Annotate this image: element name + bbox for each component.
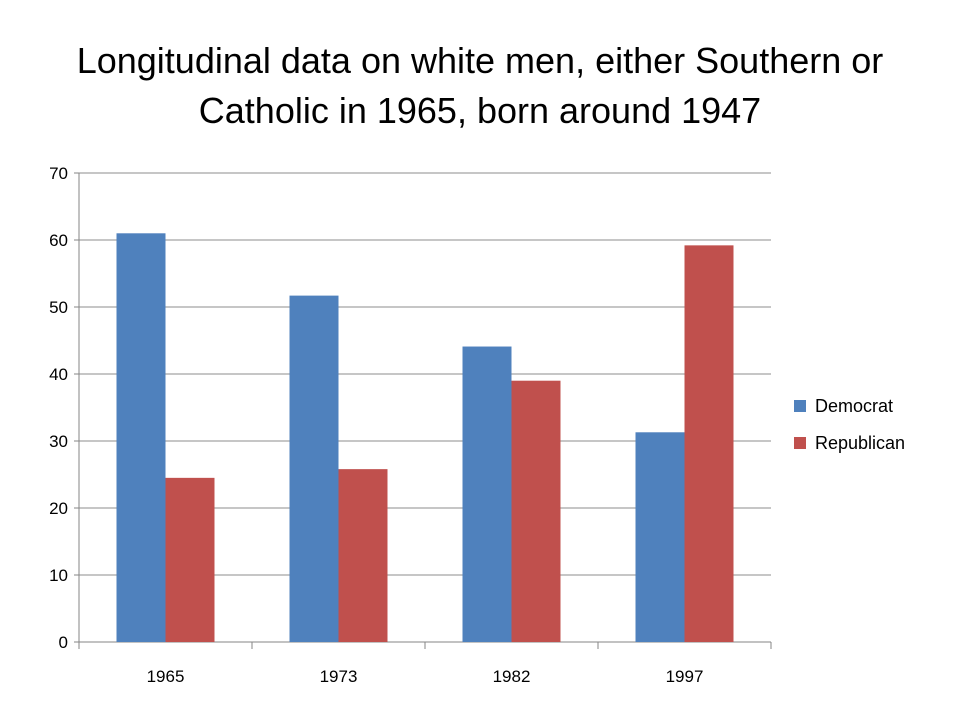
bar-republican-1965 <box>165 477 215 642</box>
bar-democrat-1965 <box>116 233 166 643</box>
y-tick-label-60: 60 <box>49 231 68 250</box>
legend-label-democrat: Democrat <box>815 396 893 416</box>
y-tick-label-70: 70 <box>49 164 68 183</box>
legend-swatch-republican <box>794 437 806 449</box>
x-tick-label-1965: 1965 <box>147 667 185 686</box>
bar-republican-1997 <box>684 245 734 643</box>
chart-title: Longitudinal data on white men, either S… <box>0 36 960 136</box>
x-tick-label-1973: 1973 <box>320 667 358 686</box>
y-tick-label-20: 20 <box>49 499 68 518</box>
legend-label-republican: Republican <box>815 433 905 453</box>
legend-swatch-democrat <box>794 400 806 412</box>
y-tick-label-30: 30 <box>49 432 68 451</box>
chart-title-line-1: Longitudinal data on white men, either S… <box>76 40 884 81</box>
bar-republican-1973 <box>338 469 388 642</box>
bar-democrat-1982 <box>462 346 512 642</box>
x-tick-label-1982: 1982 <box>493 667 531 686</box>
y-tick-label-50: 50 <box>49 298 68 317</box>
y-tick-label-40: 40 <box>49 365 68 384</box>
bar-republican-1982 <box>511 380 561 642</box>
y-tick-label-10: 10 <box>49 566 68 585</box>
bar-democrat-1997 <box>635 432 685 642</box>
y-tick-label-0: 0 <box>59 633 68 652</box>
x-tick-label-1997: 1997 <box>666 667 704 686</box>
chart-title-line-2: Catholic in 1965, born around 1947 <box>198 90 762 131</box>
bar-democrat-1973 <box>289 295 339 642</box>
